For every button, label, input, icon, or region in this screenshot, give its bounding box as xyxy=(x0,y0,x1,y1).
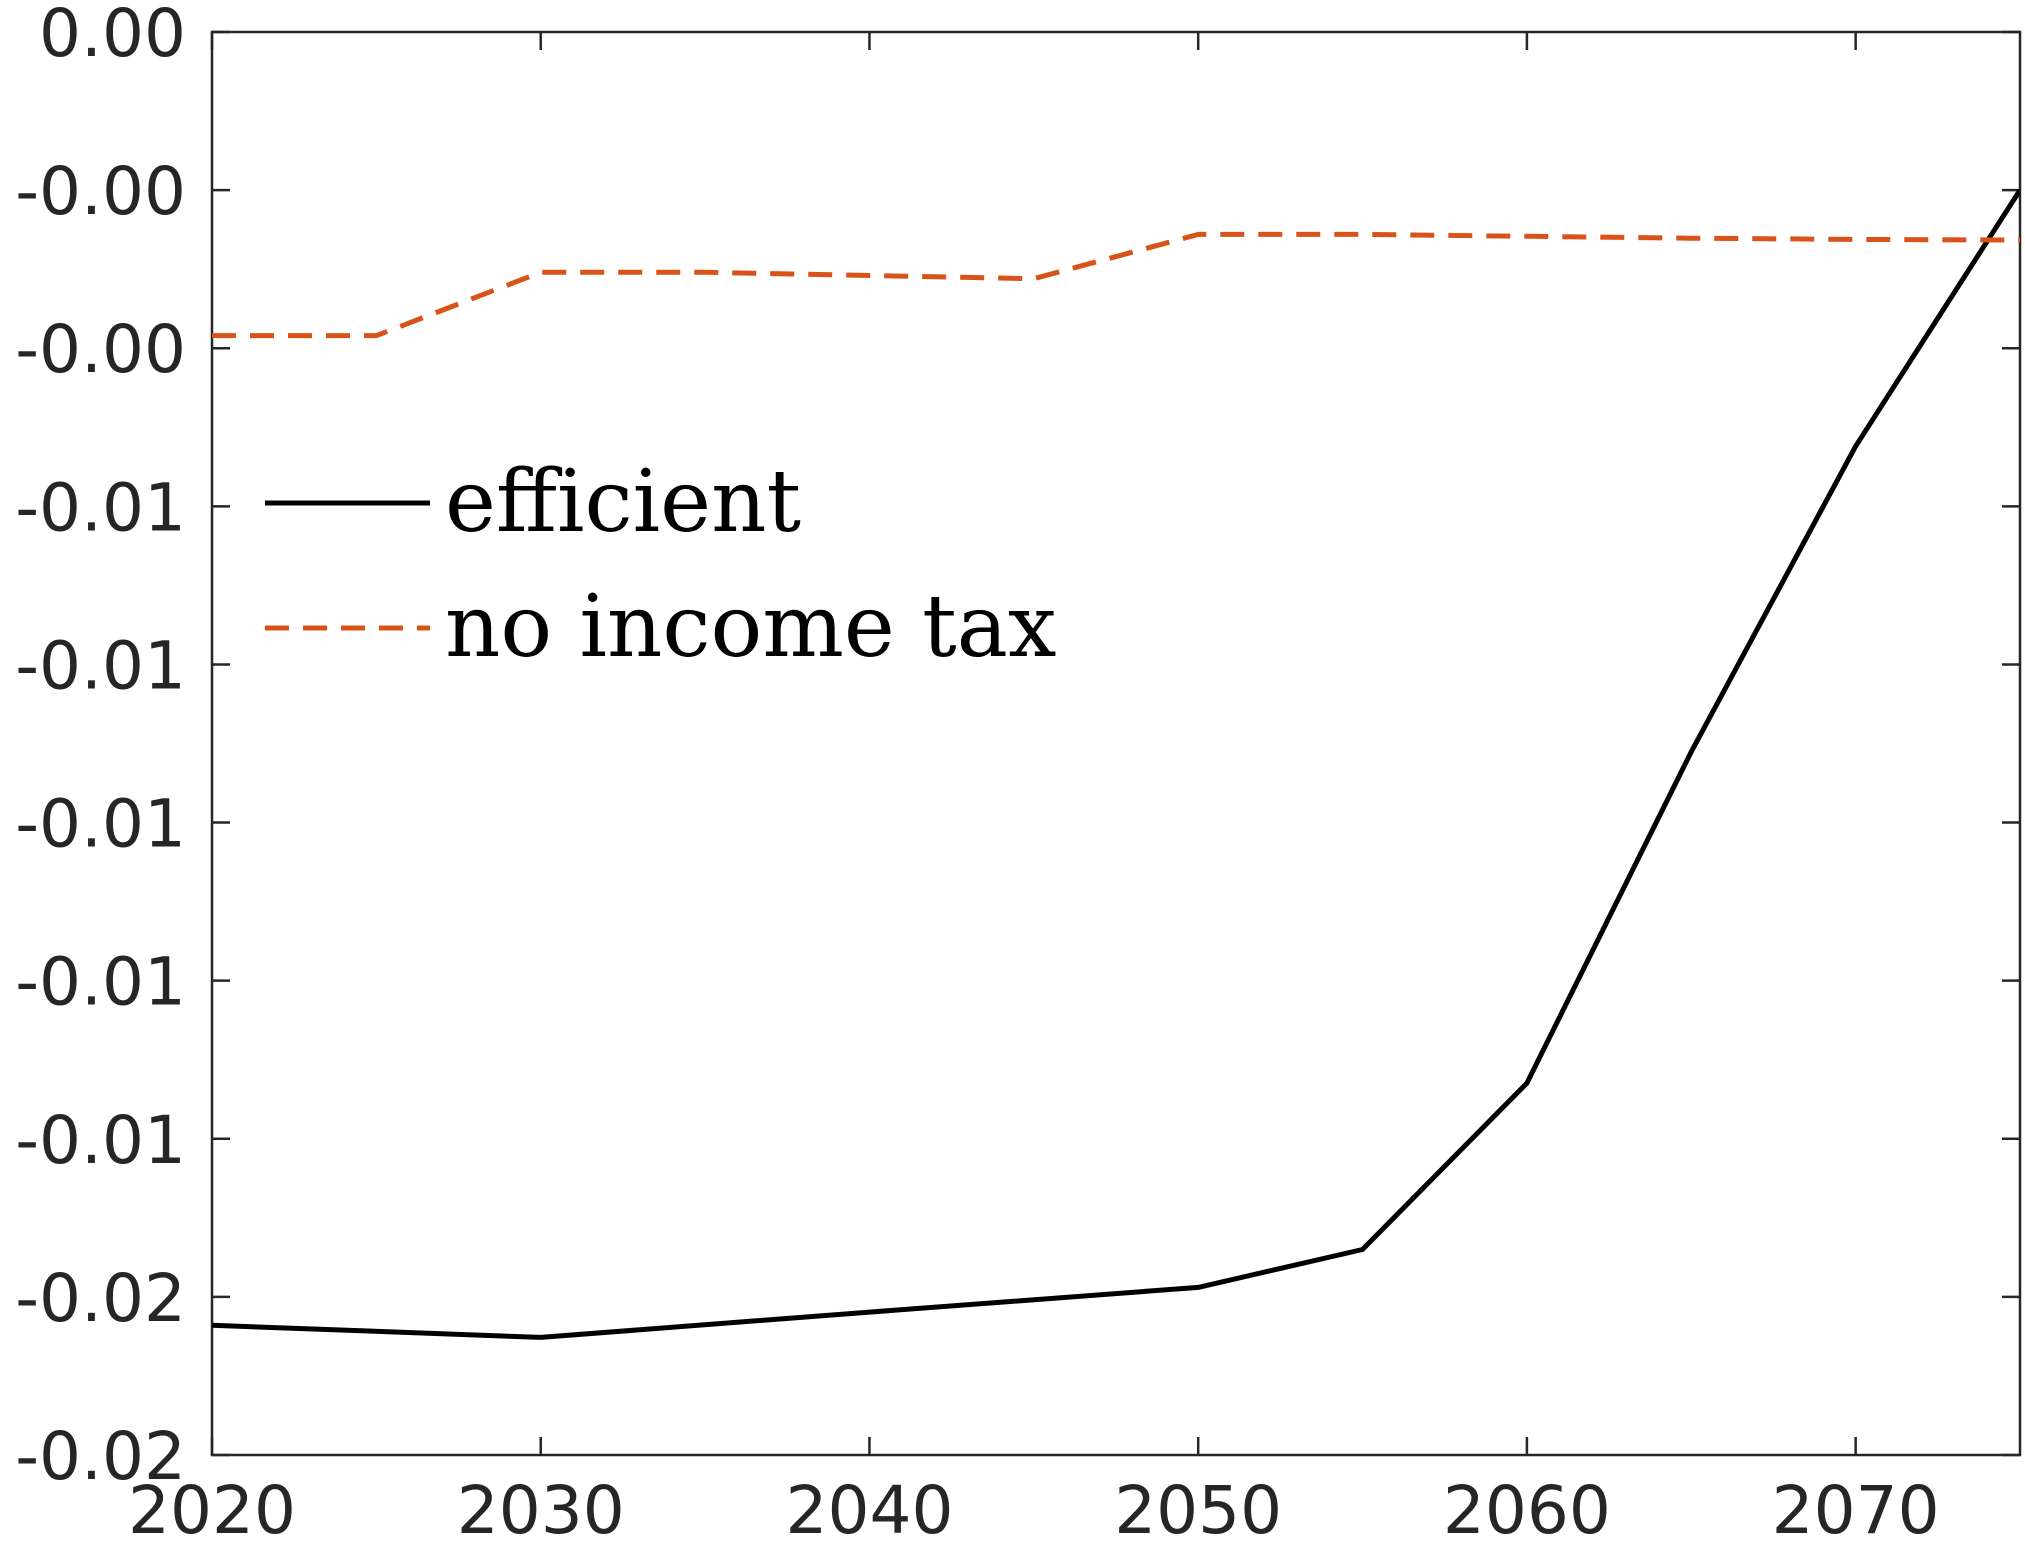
y-tick-label: -0.01 xyxy=(15,1102,186,1179)
y-tick-label: -0.01 xyxy=(15,469,186,546)
series-line-no-income-tax xyxy=(212,231,2020,339)
y-tick-label: -0.01 xyxy=(15,627,186,704)
y-tick-label: -0.01 xyxy=(15,786,186,863)
x-tick-label: 2030 xyxy=(457,1472,625,1549)
y-tick-label: -0.01 xyxy=(15,944,186,1021)
x-tick-label: 2020 xyxy=(128,1472,296,1549)
legend: efficient no income tax xyxy=(265,452,1056,677)
legend-label: no income tax xyxy=(445,577,1056,677)
y-tick-label: -0.00 xyxy=(15,311,186,388)
x-tick-label: 2050 xyxy=(1114,1472,1282,1549)
axes-box xyxy=(210,30,2022,1457)
y-tick-label: -0.00 xyxy=(15,153,186,230)
x-tick-label: 2070 xyxy=(1772,1472,1940,1549)
x-tick-label: 2040 xyxy=(785,1472,953,1549)
series-line-efficient xyxy=(212,188,2020,1340)
y-tick-label: -0.02 xyxy=(15,1418,186,1495)
legend-label: efficient xyxy=(445,452,801,552)
y-tick-label: 0.00 xyxy=(39,0,186,72)
plot-area: 2020 2030 2040 2050 2060 2070 0.00 -0.00 -0.00 -0… xyxy=(15,0,2022,1549)
y-tick-label: -0.02 xyxy=(15,1260,186,1337)
x-tick-label: 2060 xyxy=(1443,1472,1611,1549)
